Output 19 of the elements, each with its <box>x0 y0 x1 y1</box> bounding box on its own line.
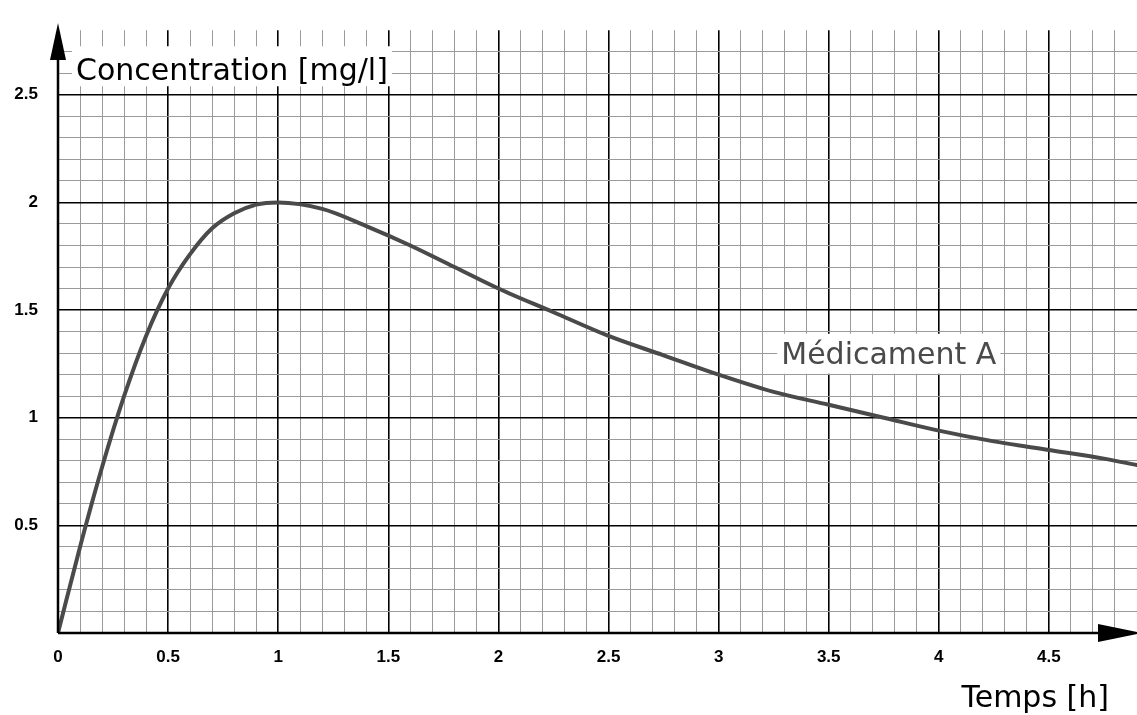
y-tick-label: 2 <box>28 192 38 212</box>
y-tick-label: 2.5 <box>14 84 38 104</box>
x-tick-label: 3 <box>713 646 724 666</box>
line-series <box>58 200 1137 633</box>
x-tick-label: 4.5 <box>1037 646 1061 666</box>
series-label: Médicament A <box>781 335 997 371</box>
y-axis-title: Concentration [mg/l] <box>76 52 388 88</box>
y-tick-label: 1.5 <box>14 299 38 319</box>
x-tick-label: 2 <box>493 646 504 666</box>
x-tick-label: 0 <box>53 646 63 666</box>
x-tick-label: 0.5 <box>156 646 180 666</box>
y-tick-label: 1 <box>28 407 38 427</box>
x-tick-label: 2.5 <box>596 646 621 666</box>
x-axis-title: Temps [h] <box>960 679 1109 714</box>
y-tick-label: 0.5 <box>14 515 38 535</box>
x-tick-label: 1 <box>273 646 283 666</box>
x-tick-label: 4 <box>934 646 945 666</box>
x-tick-label: 1.5 <box>376 646 401 666</box>
x-tick-label: 3.5 <box>816 646 841 666</box>
